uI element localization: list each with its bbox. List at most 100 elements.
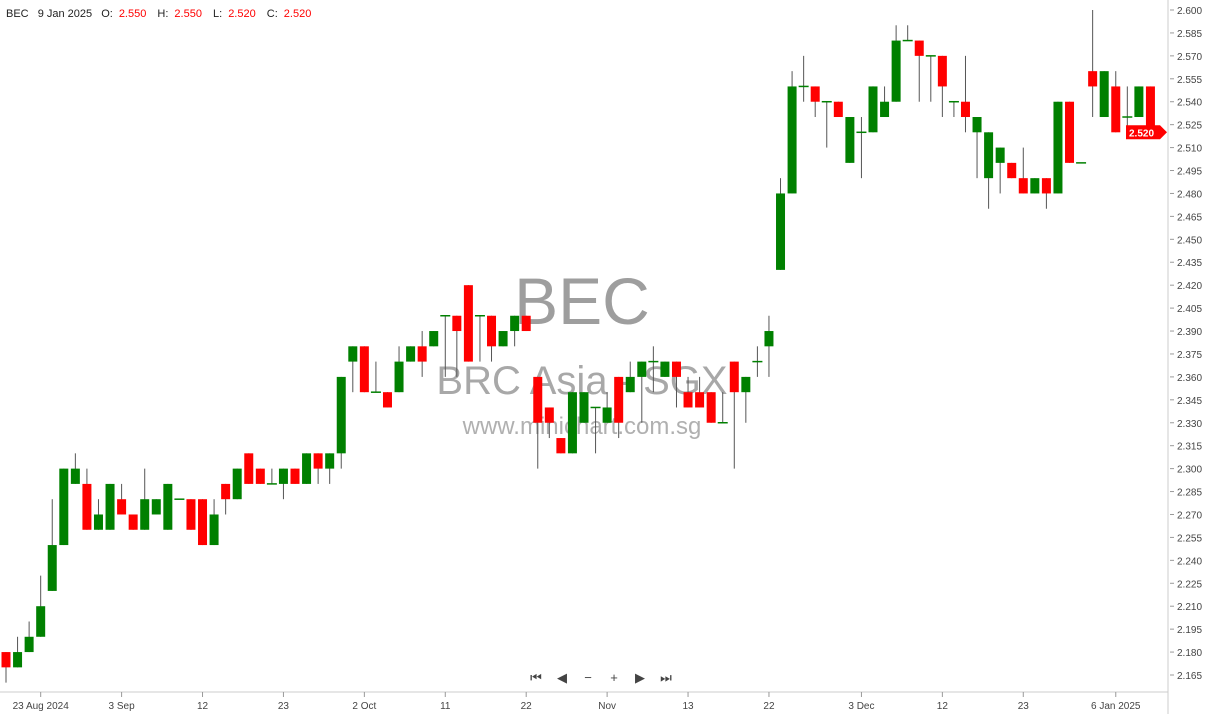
candle[interactable] <box>764 315 774 377</box>
candle[interactable] <box>544 407 554 439</box>
candle[interactable] <box>266 468 277 485</box>
candle[interactable] <box>902 25 913 42</box>
candle[interactable] <box>1145 86 1155 133</box>
candle[interactable] <box>128 514 138 530</box>
candle[interactable] <box>810 86 820 118</box>
candle[interactable] <box>209 499 219 546</box>
candle[interactable] <box>833 101 843 118</box>
candle[interactable] <box>232 468 242 500</box>
candle[interactable] <box>1134 86 1144 118</box>
candle[interactable] <box>1007 162 1017 179</box>
candle[interactable] <box>221 483 231 515</box>
candle[interactable] <box>1111 71 1121 133</box>
candle[interactable] <box>47 499 57 591</box>
candle[interactable] <box>521 315 531 332</box>
candle[interactable] <box>706 392 716 423</box>
candle[interactable] <box>93 499 103 530</box>
candle[interactable] <box>429 331 439 347</box>
candle[interactable] <box>474 314 485 362</box>
candle[interactable] <box>937 55 947 118</box>
x-axis[interactable]: 23 Aug 2024 3 Sep 12 23 2 Oct 11 22 Nov 13 22 3 De… <box>13 692 1141 712</box>
candle[interactable] <box>821 100 832 148</box>
candle[interactable] <box>151 499 161 515</box>
candle[interactable] <box>845 117 855 163</box>
candle[interactable] <box>463 285 473 362</box>
candle[interactable] <box>579 392 589 423</box>
candle[interactable] <box>960 55 970 133</box>
candle[interactable] <box>683 376 693 408</box>
candle[interactable] <box>972 117 982 179</box>
candle[interactable] <box>625 361 635 393</box>
candle[interactable] <box>602 392 612 423</box>
candle[interactable] <box>440 314 451 377</box>
candle[interactable] <box>24 621 34 653</box>
candle[interactable] <box>359 346 369 393</box>
candle[interactable] <box>741 376 751 423</box>
candle[interactable] <box>382 392 392 408</box>
candle[interactable] <box>348 346 358 393</box>
last-icon[interactable]: ⏭ <box>660 670 672 685</box>
candle[interactable] <box>244 453 254 484</box>
candle[interactable] <box>70 453 80 484</box>
candle[interactable] <box>567 392 577 454</box>
candle[interactable] <box>614 376 624 439</box>
candle[interactable] <box>787 71 797 194</box>
candle[interactable] <box>1041 178 1051 209</box>
candle[interactable] <box>868 86 878 133</box>
candle[interactable] <box>59 468 69 546</box>
y-axis[interactable]: 2.600 2.585 2.570 2.555 2.540 2.525 2.510 2.495… <box>1170 6 1202 682</box>
candle[interactable] <box>1088 10 1098 118</box>
candle[interactable] <box>637 361 647 423</box>
candle[interactable] <box>163 483 173 530</box>
candle[interactable] <box>695 376 705 408</box>
candle[interactable] <box>255 468 265 484</box>
candle[interactable] <box>186 499 196 530</box>
candle[interactable] <box>856 117 867 179</box>
candle[interactable] <box>729 361 739 469</box>
candle[interactable] <box>82 468 92 530</box>
candle[interactable] <box>995 147 1005 194</box>
candle[interactable] <box>925 55 936 102</box>
candle[interactable] <box>278 468 288 500</box>
candle[interactable] <box>452 315 462 377</box>
candle[interactable] <box>880 86 890 118</box>
candle[interactable] <box>660 361 670 377</box>
candle[interactable] <box>590 406 601 454</box>
next-icon[interactable]: ▶ <box>635 670 645 685</box>
candle[interactable] <box>948 100 959 118</box>
prev-icon[interactable]: ◀ <box>557 670 567 685</box>
candle[interactable] <box>406 346 416 362</box>
candle[interactable] <box>1065 101 1075 163</box>
candle[interactable] <box>313 453 323 484</box>
candle[interactable] <box>671 361 681 408</box>
candle[interactable] <box>914 40 924 102</box>
candle[interactable] <box>1122 86 1133 133</box>
candle[interactable] <box>1099 71 1109 118</box>
candle[interactable] <box>717 392 728 424</box>
candle[interactable] <box>325 453 335 484</box>
candle[interactable] <box>1018 147 1028 194</box>
candle[interactable] <box>752 346 763 377</box>
candle[interactable] <box>798 55 809 102</box>
candle[interactable] <box>13 636 23 668</box>
candle[interactable] <box>198 499 208 546</box>
candle[interactable] <box>336 376 346 469</box>
candle[interactable] <box>105 483 115 530</box>
candle[interactable] <box>1053 101 1063 194</box>
candle[interactable] <box>891 25 901 102</box>
candle[interactable] <box>290 468 300 484</box>
candle[interactable] <box>140 468 150 530</box>
candle[interactable] <box>36 575 46 637</box>
candle[interactable] <box>1030 178 1040 194</box>
candle[interactable] <box>556 438 566 454</box>
candle[interactable] <box>498 331 508 347</box>
candle[interactable] <box>510 315 520 347</box>
candle[interactable] <box>776 178 786 270</box>
zoom-in-icon[interactable]: + <box>610 670 618 685</box>
candle[interactable] <box>533 376 543 469</box>
candle[interactable] <box>302 453 312 484</box>
zoom-out-icon[interactable]: − <box>584 670 592 685</box>
candle[interactable] <box>984 132 994 209</box>
candle[interactable] <box>394 346 404 393</box>
